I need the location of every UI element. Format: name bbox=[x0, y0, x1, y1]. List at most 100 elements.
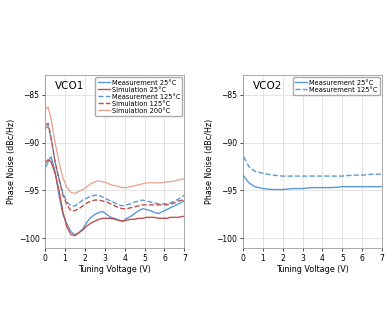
Simulation 125°C bbox=[156, 203, 161, 207]
Simulation 200°C bbox=[182, 177, 187, 181]
Simulation 200°C bbox=[116, 185, 121, 188]
Measurement 125°C bbox=[44, 126, 49, 130]
Measurement 125°C bbox=[310, 174, 315, 178]
Simulation 25°C bbox=[160, 216, 165, 220]
Simulation 25°C bbox=[172, 215, 177, 219]
Measurement 125°C bbox=[85, 196, 89, 200]
Simulation 200°C bbox=[65, 186, 69, 190]
Simulation 200°C bbox=[120, 186, 125, 190]
Simulation 125°C bbox=[164, 203, 169, 207]
Measurement 25°C bbox=[290, 187, 295, 191]
Simulation 25°C bbox=[180, 214, 185, 218]
Simulation 125°C bbox=[140, 203, 145, 207]
Measurement 25°C bbox=[53, 170, 57, 173]
Simulation 200°C bbox=[136, 183, 141, 187]
Measurement 125°C bbox=[53, 160, 57, 164]
Measurement 125°C bbox=[104, 197, 109, 201]
Measurement 125°C bbox=[252, 170, 257, 173]
Simulation 125°C bbox=[76, 207, 81, 211]
Simulation 200°C bbox=[104, 181, 109, 185]
Simulation 25°C bbox=[156, 216, 161, 220]
Simulation 25°C bbox=[65, 225, 69, 229]
Simulation 125°C bbox=[113, 204, 117, 208]
Measurement 125°C bbox=[241, 155, 246, 159]
Simulation 125°C bbox=[182, 197, 187, 201]
Measurement 25°C bbox=[46, 160, 51, 164]
Simulation 25°C bbox=[140, 216, 145, 220]
Measurement 125°C bbox=[144, 199, 149, 203]
Simulation 25°C bbox=[152, 215, 157, 219]
Simulation 200°C bbox=[57, 160, 62, 164]
Measurement 125°C bbox=[152, 201, 157, 205]
Measurement 25°C bbox=[85, 220, 89, 224]
Simulation 25°C bbox=[113, 217, 117, 221]
Simulation 125°C bbox=[46, 122, 51, 125]
Simulation 25°C bbox=[148, 215, 153, 219]
Simulation 200°C bbox=[144, 181, 149, 185]
Measurement 25°C bbox=[100, 210, 105, 214]
Simulation 200°C bbox=[49, 117, 53, 121]
Simulation 125°C bbox=[89, 199, 93, 203]
Legend: Measurement 25°C, Simulation 25°C, Measurement 125°C, Simulation 125°C, Simulati: Measurement 25°C, Simulation 25°C, Measu… bbox=[95, 77, 182, 116]
Measurement 25°C bbox=[148, 209, 153, 213]
Measurement 25°C bbox=[144, 208, 149, 212]
Measurement 25°C bbox=[80, 227, 85, 231]
Simulation 125°C bbox=[132, 205, 137, 209]
Simulation 200°C bbox=[148, 181, 153, 185]
Measurement 25°C bbox=[132, 212, 137, 215]
Simulation 125°C bbox=[69, 209, 73, 213]
Simulation 25°C bbox=[76, 231, 81, 235]
Measurement 125°C bbox=[49, 136, 53, 140]
Simulation 200°C bbox=[109, 183, 113, 187]
Simulation 125°C bbox=[109, 202, 113, 206]
Measurement 25°C bbox=[380, 185, 385, 188]
Measurement 125°C bbox=[176, 197, 181, 201]
Measurement 125°C bbox=[124, 203, 129, 207]
Simulation 125°C bbox=[168, 202, 173, 206]
Simulation 25°C bbox=[85, 224, 89, 228]
Simulation 125°C bbox=[152, 203, 157, 207]
Measurement 125°C bbox=[61, 192, 65, 195]
Simulation 200°C bbox=[46, 105, 51, 109]
Line: Simulation 25°C: Simulation 25°C bbox=[46, 160, 184, 236]
Measurement 125°C bbox=[128, 202, 133, 206]
Measurement 125°C bbox=[380, 172, 385, 176]
Measurement 125°C bbox=[340, 174, 345, 178]
Simulation 25°C bbox=[132, 217, 137, 221]
Simulation 125°C bbox=[100, 199, 105, 203]
Measurement 25°C bbox=[247, 181, 251, 185]
Measurement 25°C bbox=[172, 204, 177, 208]
Measurement 125°C bbox=[89, 194, 93, 198]
Measurement 125°C bbox=[116, 203, 121, 207]
Measurement 125°C bbox=[57, 177, 62, 181]
Measurement 125°C bbox=[290, 174, 295, 178]
Measurement 125°C bbox=[109, 199, 113, 203]
Line: Measurement 25°C: Measurement 25°C bbox=[46, 157, 184, 235]
Measurement 25°C bbox=[300, 187, 305, 191]
Measurement 125°C bbox=[156, 202, 161, 206]
Measurement 25°C bbox=[350, 185, 355, 188]
Measurement 25°C bbox=[260, 187, 265, 191]
Text: VCO1: VCO1 bbox=[55, 80, 84, 90]
Simulation 25°C bbox=[168, 215, 173, 219]
Simulation 200°C bbox=[164, 180, 169, 184]
Simulation 25°C bbox=[44, 160, 49, 164]
Line: Measurement 125°C: Measurement 125°C bbox=[244, 157, 382, 176]
Measurement 25°C bbox=[61, 213, 65, 216]
Simulation 200°C bbox=[100, 180, 105, 184]
Simulation 125°C bbox=[53, 160, 57, 164]
Measurement 125°C bbox=[140, 198, 145, 202]
Measurement 125°C bbox=[148, 200, 153, 204]
Simulation 25°C bbox=[109, 216, 113, 220]
Simulation 25°C bbox=[53, 171, 57, 175]
Line: Measurement 125°C: Measurement 125°C bbox=[46, 126, 184, 206]
Simulation 25°C bbox=[120, 219, 125, 223]
Measurement 125°C bbox=[113, 201, 117, 205]
Simulation 25°C bbox=[124, 218, 129, 222]
Measurement 25°C bbox=[65, 222, 69, 226]
Simulation 25°C bbox=[57, 189, 62, 192]
Simulation 25°C bbox=[80, 228, 85, 232]
Measurement 125°C bbox=[136, 199, 141, 203]
Measurement 25°C bbox=[109, 215, 113, 219]
Simulation 200°C bbox=[168, 180, 173, 184]
